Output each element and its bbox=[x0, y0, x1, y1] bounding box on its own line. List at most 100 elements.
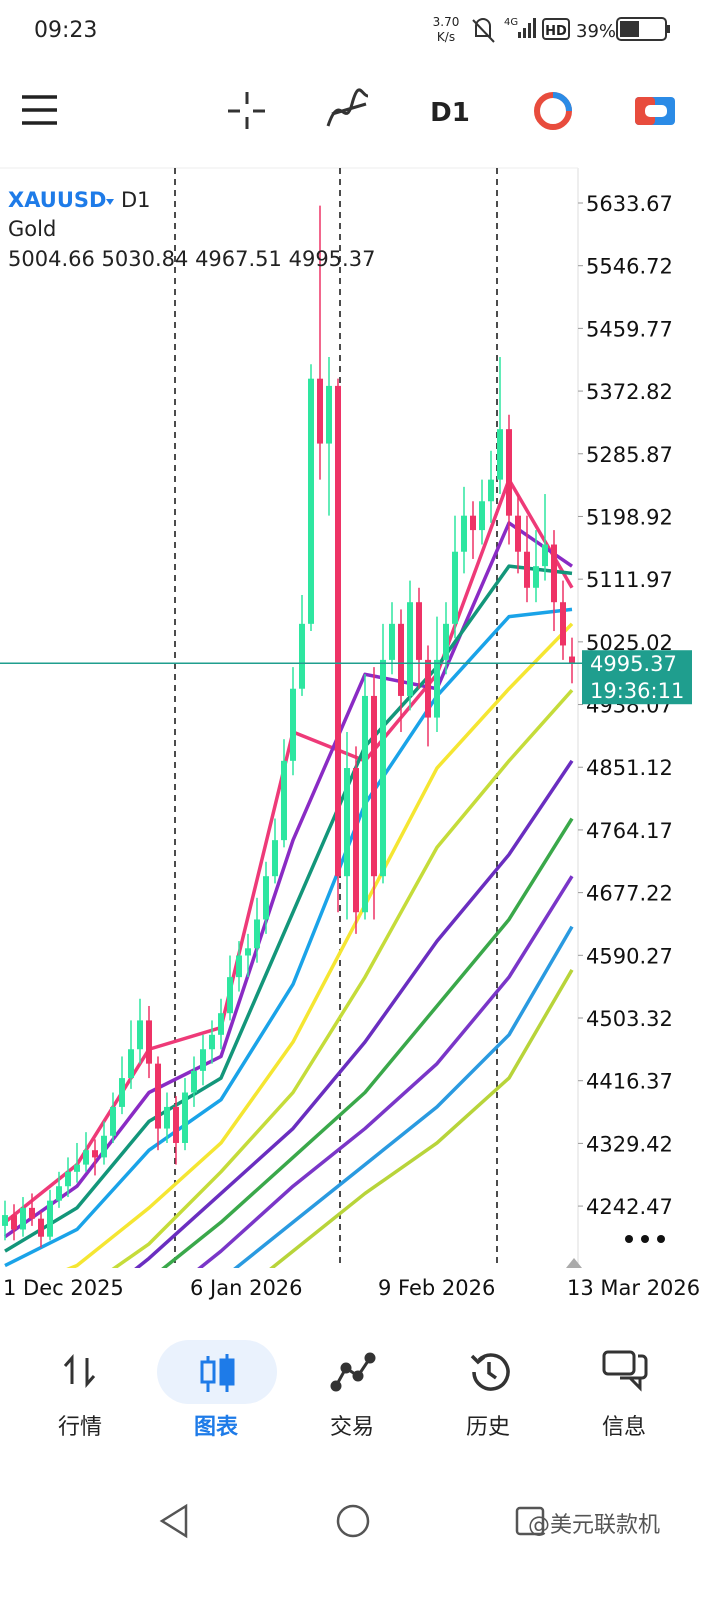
candle-body bbox=[344, 768, 350, 877]
header-timeframe: D1 bbox=[121, 188, 151, 212]
y-tick-label: 5285.87 bbox=[586, 443, 673, 467]
y-tick-label: 5546.72 bbox=[586, 255, 673, 279]
network: 4G bbox=[504, 17, 518, 28]
candle-body bbox=[515, 515, 521, 552]
history-icon[interactable] bbox=[470, 1353, 510, 1391]
signal-icon bbox=[518, 18, 536, 38]
candle-body bbox=[101, 1135, 107, 1158]
chart-icon[interactable] bbox=[200, 1354, 235, 1392]
candle-body bbox=[389, 623, 395, 660]
hd-box bbox=[542, 18, 570, 40]
moving-average bbox=[4, 607, 573, 1268]
candle-body bbox=[146, 1020, 152, 1064]
close: 4995.37 bbox=[289, 247, 376, 271]
candle-body bbox=[200, 1049, 206, 1071]
candle-body bbox=[308, 378, 314, 624]
candle-body bbox=[497, 429, 503, 480]
candle-body bbox=[524, 551, 530, 588]
moving-average bbox=[111, 689, 574, 1268]
ohlc: 5004.66 5030.84 4967.51 4995.37 bbox=[8, 247, 375, 271]
description: Gold bbox=[8, 217, 56, 241]
moving-average bbox=[4, 564, 573, 1253]
candle-body bbox=[191, 1070, 197, 1093]
net-speed: 3.70 bbox=[433, 15, 460, 29]
messages-icon[interactable] bbox=[602, 1350, 648, 1392]
moving-average bbox=[134, 759, 574, 1268]
more-button[interactable] bbox=[625, 1235, 665, 1243]
nav-item[interactable]: 信息 bbox=[602, 1415, 646, 1440]
candle-body bbox=[128, 1049, 134, 1079]
high: 5030.84 bbox=[102, 247, 189, 271]
price-box bbox=[582, 650, 692, 705]
candle-body bbox=[263, 876, 269, 920]
back-button[interactable] bbox=[159, 1503, 188, 1539]
recents-button[interactable] bbox=[515, 1506, 545, 1536]
candle-body bbox=[110, 1106, 116, 1136]
candle-body bbox=[443, 623, 449, 660]
price-axis: 4242.47 4329.42 4416.37 4503.32 4590.27 4677.… bbox=[578, 192, 673, 1219]
date-label: 1 Dec 2025 bbox=[3, 1276, 124, 1300]
y-tick-label: 5198.92 bbox=[586, 505, 673, 529]
moving-average bbox=[66, 622, 574, 1268]
y-tick-label: 4416.37 bbox=[586, 1070, 673, 1094]
candle-body bbox=[227, 977, 233, 1014]
candle-body bbox=[488, 479, 494, 502]
y-tick-label: 4503.32 bbox=[586, 1007, 673, 1031]
trade-button[interactable] bbox=[635, 97, 675, 125]
candle-body bbox=[74, 1164, 80, 1172]
candle-body bbox=[236, 955, 242, 978]
y-tick-label: 4329.42 bbox=[586, 1132, 673, 1156]
battery: 39% bbox=[576, 21, 616, 42]
crosshair-button[interactable] bbox=[228, 92, 265, 129]
candle-body bbox=[371, 695, 377, 877]
menu-button[interactable] bbox=[22, 95, 57, 125]
trade-icon[interactable] bbox=[330, 1352, 376, 1392]
chart-type-button[interactable] bbox=[534, 92, 572, 130]
moving-average bbox=[161, 817, 574, 1268]
candle-body bbox=[362, 695, 368, 913]
candle-body bbox=[218, 1013, 224, 1035]
timeframe-button[interactable]: D1 bbox=[430, 98, 470, 128]
moving-average bbox=[233, 925, 574, 1268]
candle-body bbox=[335, 385, 341, 877]
candle-body bbox=[2, 1215, 8, 1226]
candle-body bbox=[380, 659, 386, 877]
candle-body bbox=[209, 1034, 215, 1050]
candle-body bbox=[326, 385, 332, 444]
candle-body bbox=[254, 919, 260, 949]
y-tick-label: 4851.12 bbox=[586, 756, 673, 780]
home-button[interactable] bbox=[336, 1504, 370, 1538]
candle-body bbox=[542, 544, 548, 567]
candle-body bbox=[20, 1207, 26, 1230]
watermark: @美元联款机 bbox=[528, 1513, 660, 1538]
quotes-icon[interactable] bbox=[63, 1354, 96, 1388]
hd: HD bbox=[545, 24, 567, 39]
candle-body bbox=[416, 602, 422, 660]
candle-body bbox=[317, 378, 323, 444]
y-tick-label: 5372.82 bbox=[586, 380, 673, 404]
candle-body bbox=[47, 1200, 53, 1237]
moving-average bbox=[269, 969, 574, 1268]
candle-body bbox=[551, 544, 557, 603]
y-tick-label: 4677.22 bbox=[586, 882, 673, 906]
candle-body bbox=[461, 515, 467, 552]
candle-body bbox=[29, 1207, 35, 1219]
moving-average bbox=[197, 875, 574, 1268]
nav-item-active[interactable]: 图表 bbox=[194, 1415, 239, 1440]
candle-body bbox=[452, 551, 458, 624]
nav-item[interactable]: 历史 bbox=[466, 1415, 510, 1440]
nav-item[interactable]: 行情 bbox=[58, 1415, 102, 1440]
plot bbox=[2, 205, 575, 1268]
y-tick-label: 5111.97 bbox=[586, 568, 673, 592]
candle-body bbox=[560, 602, 566, 646]
indicators-button[interactable] bbox=[326, 88, 369, 127]
candle-body bbox=[92, 1150, 98, 1158]
price-label: 4995.37 bbox=[590, 652, 677, 676]
candle-body bbox=[425, 659, 431, 718]
nav-item[interactable]: 交易 bbox=[330, 1415, 374, 1440]
low: 4967.51 bbox=[195, 247, 282, 271]
candle-body bbox=[398, 623, 404, 696]
candle-body bbox=[164, 1106, 170, 1129]
symbol-dropdown[interactable] bbox=[106, 199, 114, 205]
